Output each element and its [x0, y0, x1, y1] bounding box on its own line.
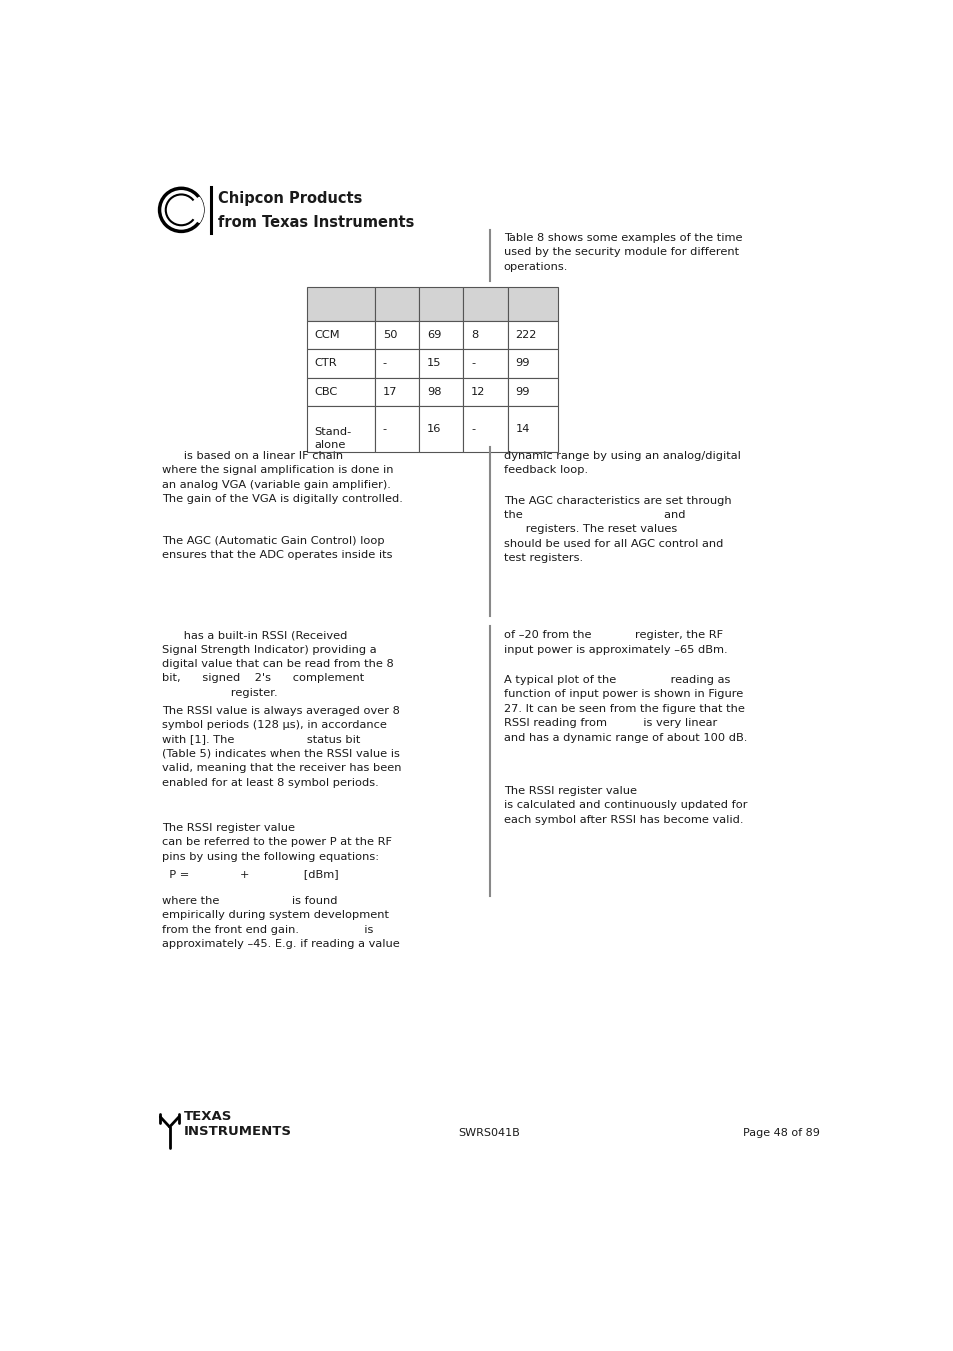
FancyBboxPatch shape: [307, 320, 375, 349]
Text: CTR: CTR: [314, 358, 336, 369]
Text: 14: 14: [515, 424, 529, 434]
Text: 8: 8: [471, 330, 477, 340]
Text: 99: 99: [515, 358, 529, 369]
FancyBboxPatch shape: [463, 286, 507, 320]
Text: of –20 from the            register, the RF
input power is approximately –65 dBm: of –20 from the register, the RF input p…: [503, 631, 726, 655]
FancyBboxPatch shape: [307, 407, 375, 453]
Text: 69: 69: [427, 330, 441, 340]
Text: Stand-
alone: Stand- alone: [314, 427, 352, 450]
Text: The RSSI register value
can be referred to the power P at the RF
pins by using t: The RSSI register value can be referred …: [162, 823, 392, 862]
Text: P =              +               [dBm]: P = + [dBm]: [162, 869, 338, 880]
FancyBboxPatch shape: [418, 320, 463, 349]
FancyBboxPatch shape: [463, 349, 507, 378]
Text: CCM: CCM: [314, 330, 340, 340]
Text: The AGC (Automatic Gain Control) loop
ensures that the ADC operates inside its: The AGC (Automatic Gain Control) loop en…: [162, 535, 392, 559]
Text: -: -: [382, 358, 387, 369]
FancyBboxPatch shape: [507, 286, 558, 320]
FancyBboxPatch shape: [463, 320, 507, 349]
Text: TEXAS: TEXAS: [183, 1111, 232, 1123]
Text: A typical plot of the               reading as
function of input power is shown : A typical plot of the reading as functio…: [503, 676, 746, 743]
Text: 98: 98: [427, 386, 441, 397]
Text: Page 48 of 89: Page 48 of 89: [742, 1128, 819, 1138]
Text: -: -: [471, 424, 475, 434]
Text: 12: 12: [471, 386, 485, 397]
Text: SWRS041B: SWRS041B: [457, 1128, 519, 1138]
FancyBboxPatch shape: [507, 349, 558, 378]
FancyBboxPatch shape: [418, 286, 463, 320]
Wedge shape: [181, 197, 203, 223]
FancyBboxPatch shape: [418, 349, 463, 378]
FancyBboxPatch shape: [463, 407, 507, 453]
Text: CBC: CBC: [314, 386, 337, 397]
FancyBboxPatch shape: [418, 407, 463, 453]
Text: INSTRUMENTS: INSTRUMENTS: [183, 1125, 292, 1139]
Text: from Texas Instruments: from Texas Instruments: [218, 215, 415, 230]
FancyBboxPatch shape: [418, 378, 463, 407]
FancyBboxPatch shape: [307, 286, 375, 320]
Text: 50: 50: [382, 330, 396, 340]
FancyBboxPatch shape: [507, 320, 558, 349]
Text: 17: 17: [382, 386, 396, 397]
Text: 222: 222: [515, 330, 537, 340]
Text: Table 8 shows some examples of the time
used by the security module for differen: Table 8 shows some examples of the time …: [503, 232, 741, 272]
FancyBboxPatch shape: [463, 378, 507, 407]
FancyBboxPatch shape: [375, 320, 418, 349]
FancyBboxPatch shape: [375, 378, 418, 407]
FancyBboxPatch shape: [507, 407, 558, 453]
Text: 15: 15: [427, 358, 441, 369]
Text: The RSSI register value
is calculated and continuously updated for
each symbol a: The RSSI register value is calculated an…: [503, 786, 746, 824]
FancyBboxPatch shape: [375, 407, 418, 453]
Text: 16: 16: [427, 424, 441, 434]
Text: where the                    is found
empirically during system development
from: where the is found empirically during sy…: [162, 896, 399, 950]
FancyBboxPatch shape: [375, 286, 418, 320]
Text: has a built-in RSSI (Received
Signal Strength Indicator) providing a
digital val: has a built-in RSSI (Received Signal Str…: [162, 631, 394, 698]
FancyBboxPatch shape: [307, 349, 375, 378]
Text: 99: 99: [515, 386, 529, 397]
Text: The AGC characteristics are set through
the                                     : The AGC characteristics are set through …: [503, 496, 731, 563]
Text: The RSSI value is always averaged over 8
symbol periods (128 μs), in accordance
: The RSSI value is always averaged over 8…: [162, 705, 401, 788]
FancyBboxPatch shape: [507, 378, 558, 407]
Text: -: -: [471, 358, 475, 369]
FancyBboxPatch shape: [375, 349, 418, 378]
Text: Chipcon Products: Chipcon Products: [218, 190, 362, 205]
Text: -: -: [382, 424, 387, 434]
FancyBboxPatch shape: [307, 378, 375, 407]
Text: is based on a linear IF chain
where the signal amplification is done in
an analo: is based on a linear IF chain where the …: [162, 451, 402, 504]
Text: dynamic range by using an analog/digital
feedback loop.: dynamic range by using an analog/digital…: [503, 451, 740, 476]
